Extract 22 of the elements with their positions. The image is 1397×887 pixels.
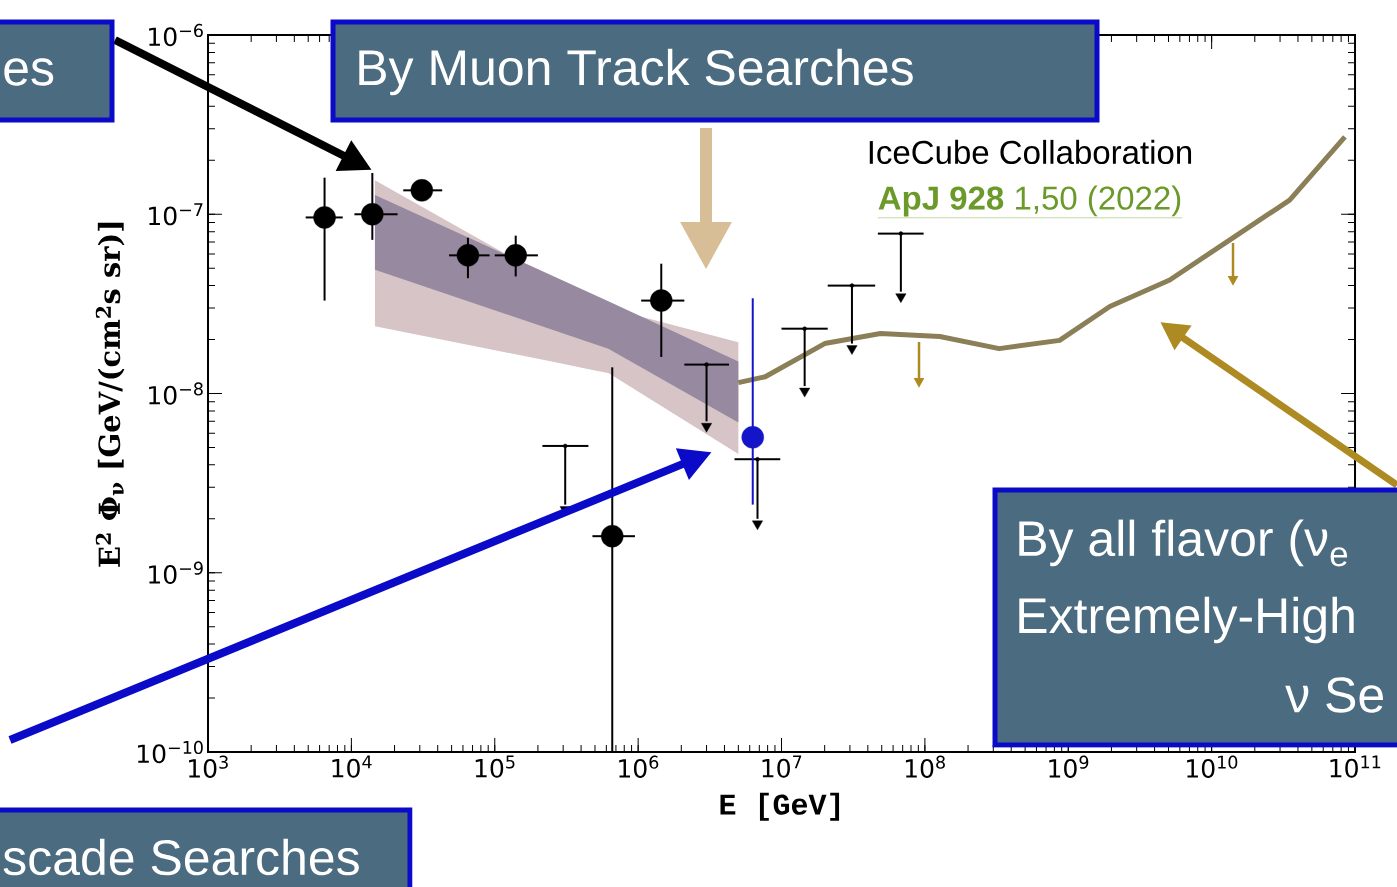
x-tick-label: 10$^{7}$	[762, 755, 802, 778]
x-tick-label: 10$^{11}$	[1330, 755, 1381, 778]
x-tick-label: 10$^{8}$	[905, 755, 945, 778]
x-tick-label: 10$^{5}$	[475, 755, 515, 778]
x-tick-label: 10$^{4}$	[332, 755, 372, 778]
x-tick-label: 10$^{9}$	[1049, 755, 1089, 778]
y-tick-label: 10$^{−9}$	[149, 561, 203, 584]
y-axis-title: E$^{2}$ Φ$_{ν}$ [GeV/(cm$^{2}$s sr)]	[95, 222, 125, 567]
y-tick-label: 10$^{−6}$	[149, 23, 203, 47]
x-axis-title: E [GeV]	[720, 792, 840, 821]
text: es	[4, 58, 54, 86]
annotation: By Muon Track Searches	[359, 48, 913, 96]
annotation: By all flavor (ν$_{e}$	[1019, 519, 1348, 567]
text: scade Searches	[3, 838, 359, 876]
annotation: ν Se	[1285, 677, 1383, 713]
annotation: ApJ 928 1,50 (2022)	[878, 185, 1181, 217]
y-tick-label: 10$^{−7}$	[149, 203, 203, 226]
annotation: IceCube Collaboration	[869, 139, 1192, 165]
x-tick-label: 10$^{6}$	[619, 755, 659, 778]
y-tick-label: 10$^{−8}$	[149, 382, 203, 405]
annotation: Extremely-High	[1019, 596, 1354, 644]
x-tick-label: 10$^{10}$	[1187, 755, 1238, 778]
